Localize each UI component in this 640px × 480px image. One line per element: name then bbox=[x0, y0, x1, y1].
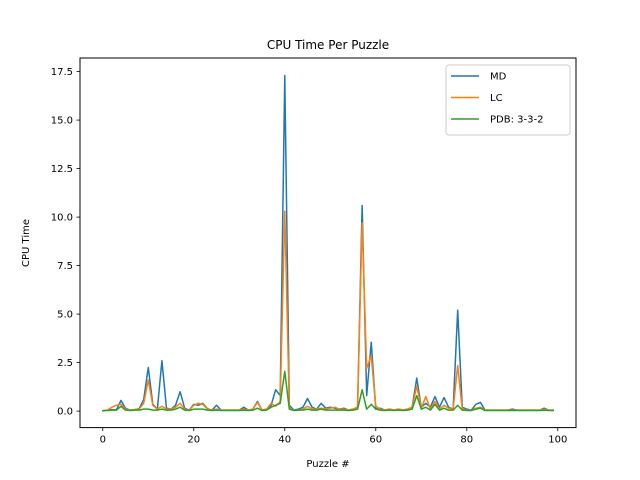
y-tick-label: 12.5 bbox=[51, 164, 73, 175]
y-tick-label: 15.0 bbox=[51, 116, 73, 127]
x-tick-label: 100 bbox=[548, 435, 567, 446]
y-tick-label: 10.0 bbox=[51, 213, 73, 224]
legend-label: LC bbox=[490, 93, 503, 104]
y-axis-label: CPU Time bbox=[21, 219, 32, 267]
x-axis: 0 20 40 60 80 100 bbox=[100, 427, 567, 446]
legend: MD LC PDB: 3-3-2 bbox=[445, 64, 571, 136]
chart-title: CPU Time Per Puzzle bbox=[267, 38, 389, 52]
y-tick-label: 0.0 bbox=[57, 407, 73, 418]
legend-box bbox=[445, 64, 571, 136]
x-tick-label: 40 bbox=[278, 435, 291, 446]
x-tick-label: 20 bbox=[187, 435, 200, 446]
y-tick-label: 17.5 bbox=[51, 67, 73, 78]
series-line-md bbox=[101, 74, 554, 412]
series-line-lc bbox=[101, 210, 554, 412]
legend-label: PDB: 3-3-2 bbox=[490, 115, 543, 126]
x-tick-label: 60 bbox=[369, 435, 382, 446]
y-axis: 0.0 2.5 5.0 7.5 10.0 12.5 15.0 17.5 bbox=[51, 67, 80, 418]
y-tick-label: 5.0 bbox=[57, 310, 73, 321]
plot-area bbox=[101, 74, 554, 412]
y-tick-label: 7.5 bbox=[57, 261, 73, 272]
x-tick-label: 80 bbox=[460, 435, 473, 446]
x-axis-label: Puzzle # bbox=[306, 459, 349, 470]
y-tick-label: 2.5 bbox=[57, 358, 73, 369]
x-tick-label: 0 bbox=[100, 435, 106, 446]
plot-frame bbox=[79, 57, 577, 429]
series-line-pdb-3-3-2 bbox=[101, 370, 554, 412]
legend-label: MD bbox=[490, 72, 507, 83]
